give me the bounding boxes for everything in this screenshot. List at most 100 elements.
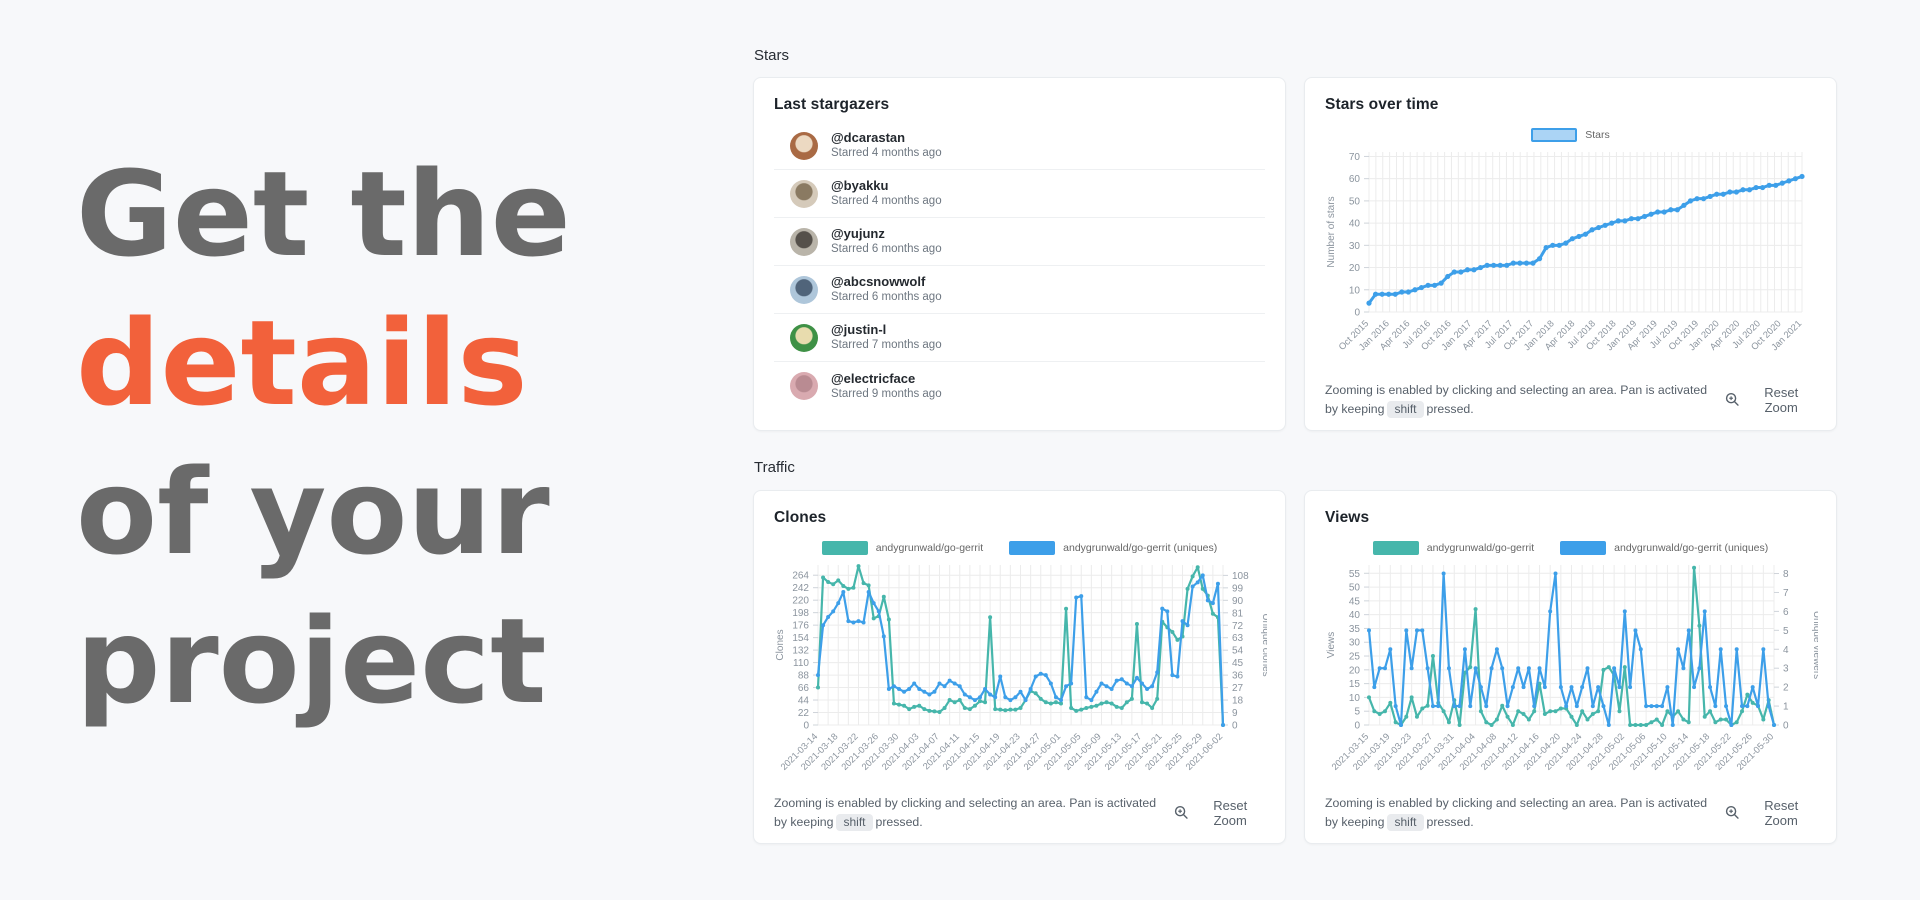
legend-label: andygrunwald/go-gerrit (uniques) <box>1614 541 1769 554</box>
stargazer-starred-time: Starred 4 months ago <box>831 147 942 159</box>
stargazer-starred-time: Starred 6 months ago <box>831 291 942 303</box>
svg-text:50: 50 <box>1349 196 1361 207</box>
legend-item[interactable]: andygrunwald/go-gerrit (uniques) <box>1009 540 1218 555</box>
stargazer-row[interactable]: @electricface Starred 9 months ago <box>774 362 1265 410</box>
zoom-help-text: Zooming is enabled by clicking and selec… <box>774 794 1170 832</box>
chart-area: 0 10 20 30 40 50 60 70 Oct 2015 Jan 2016 Apr 2016 J… <box>1325 146 1816 384</box>
chart-title: Clones <box>774 509 827 526</box>
hero-line-1: Get the <box>76 145 571 283</box>
stargazer-row[interactable]: @justin-l Starred 7 months ago <box>774 314 1265 362</box>
svg-text:70: 70 <box>1349 152 1361 163</box>
svg-text:Views: Views <box>1326 632 1337 659</box>
svg-text:8: 8 <box>1783 569 1789 580</box>
chart-area: 0 5 10 15 20 25 30 35 40 45 50 55 0 1 2 3 4 5 6 7 8 2021-03-1… <box>1325 559 1818 797</box>
svg-text:22: 22 <box>798 708 810 719</box>
legend-item[interactable]: Stars <box>1531 127 1610 142</box>
shift-key-badge: shift <box>836 813 873 831</box>
clones-chart-card: Clones andygrunwald/go-gerrit andygrunwal… <box>753 490 1286 844</box>
reset-zoom-label: Reset Zoom <box>1764 384 1799 415</box>
stargazers-list: @dcarastan Starred 4 months ago @byakku Sta… <box>774 122 1265 410</box>
zoom-help-line2b: pressed. <box>1426 814 1474 829</box>
shift-key-badge: shift <box>1387 813 1424 831</box>
svg-text:99: 99 <box>1232 583 1244 594</box>
chart-footer: Zooming is enabled by clicking and selec… <box>1325 794 1820 832</box>
stargazer-handle: @electricface <box>831 370 916 386</box>
svg-text:9: 9 <box>1232 708 1238 719</box>
svg-text:110: 110 <box>793 658 809 669</box>
stargazers-card-title: Last stargazers <box>774 96 890 113</box>
stargazer-row[interactable]: @dcarastan Starred 4 months ago <box>774 122 1265 170</box>
stargazer-starred-time: Starred 4 months ago <box>831 195 942 207</box>
shift-key-badge: shift <box>1387 400 1424 418</box>
reset-zoom-button[interactable]: Reset Zoom <box>1721 381 1820 419</box>
avatar <box>790 275 818 304</box>
svg-text:Unique clones: Unique clones <box>1260 613 1267 676</box>
svg-text:45: 45 <box>1349 596 1361 607</box>
zoom-help-line2: by keeping <box>1325 814 1385 829</box>
stargazer-row[interactable]: @abcsnowwolf Starred 6 months ago <box>774 266 1265 314</box>
last-stargazers-card: Last stargazers @dcarastan Starred 4 mont… <box>753 77 1286 431</box>
section-label-traffic: Traffic <box>754 459 795 476</box>
svg-text:36: 36 <box>1232 671 1244 682</box>
legend-label: andygrunwald/go-gerrit (uniques) <box>1063 541 1218 554</box>
svg-text:Unique viewers: Unique viewers <box>1811 611 1818 679</box>
svg-text:1: 1 <box>1783 702 1789 713</box>
zoom-help-line2: by keeping <box>774 814 834 829</box>
chart-title: Views <box>1325 509 1370 526</box>
stargazer-handle: @justin-l <box>831 322 887 337</box>
svg-text:5: 5 <box>1354 707 1360 718</box>
zoom-help-line1: Zooming is enabled by clicking and selec… <box>774 795 1157 810</box>
hero-line-4: project <box>76 592 547 730</box>
section-label-stars: Stars <box>754 47 790 64</box>
svg-text:132: 132 <box>792 646 809 657</box>
legend-item[interactable]: andygrunwald/go-gerrit (uniques) <box>1560 540 1769 555</box>
svg-text:5: 5 <box>1783 626 1789 637</box>
chart-legend: Stars <box>1325 126 1816 143</box>
svg-text:44: 44 <box>798 696 810 707</box>
legend-swatch <box>1531 127 1578 142</box>
svg-text:176: 176 <box>792 621 809 632</box>
svg-text:15: 15 <box>1349 679 1361 690</box>
svg-text:54: 54 <box>1232 646 1244 657</box>
svg-text:264: 264 <box>792 571 809 582</box>
chart-footer: Zooming is enabled by clicking and selec… <box>1325 381 1820 419</box>
svg-text:108: 108 <box>1232 571 1249 582</box>
legend-item[interactable]: andygrunwald/go-gerrit <box>1372 540 1534 555</box>
svg-text:3: 3 <box>1783 664 1789 675</box>
avatar <box>790 227 818 256</box>
zoom-help-line2b: pressed. <box>1426 401 1474 416</box>
traffic-row: Clones andygrunwald/go-gerrit andygrunwal… <box>753 490 1837 844</box>
stargazer-starred-time: Starred 6 months ago <box>831 243 942 255</box>
reset-zoom-label: Reset Zoom <box>1213 797 1248 828</box>
views-plot[interactable]: 05101520253035404550550123456782021-03-1… <box>1325 559 1818 797</box>
stargazer-row[interactable]: @yujunz Starred 6 months ago <box>774 218 1265 266</box>
chart-title: Stars over time <box>1325 96 1439 113</box>
svg-text:10: 10 <box>1349 693 1361 704</box>
stars-over-time-card: Stars over time Stars 0 10 20 30 40 50 60 70 Oct… <box>1304 77 1837 431</box>
dashboard: Stars Last stargazers @dcarastan Starred … <box>753 46 1837 844</box>
svg-text:27: 27 <box>1232 683 1244 694</box>
stargazer-starred-time: Starred 9 months ago <box>831 387 942 400</box>
avatar <box>790 131 818 160</box>
hero-line-2-accent: details <box>76 294 528 432</box>
hero-heading: Get the details of your project <box>76 140 571 736</box>
svg-text:45: 45 <box>1232 658 1244 669</box>
svg-text:Clones: Clones <box>775 629 786 660</box>
legend-label: andygrunwald/go-gerrit <box>875 541 984 554</box>
svg-text:66: 66 <box>798 683 810 694</box>
legend-item[interactable]: andygrunwald/go-gerrit <box>821 540 984 555</box>
svg-text:60: 60 <box>1349 174 1361 185</box>
svg-text:88: 88 <box>798 671 810 682</box>
zoom-help-line1: Zooming is enabled by clicking and selec… <box>1325 382 1708 397</box>
zoom-help-text: Zooming is enabled by clicking and selec… <box>1325 381 1721 419</box>
stargazer-row[interactable]: @byakku Starred 4 months ago <box>774 170 1265 218</box>
legend-swatch <box>1560 540 1607 555</box>
stars-row: Last stargazers @dcarastan Starred 4 mont… <box>753 77 1837 431</box>
reset-zoom-button[interactable]: Reset Zoom <box>1170 794 1269 832</box>
svg-text:35: 35 <box>1349 624 1361 635</box>
reset-zoom-button[interactable]: Reset Zoom <box>1721 794 1820 832</box>
reset-zoom-label: Reset Zoom <box>1764 797 1799 828</box>
svg-text:50: 50 <box>1349 583 1361 594</box>
